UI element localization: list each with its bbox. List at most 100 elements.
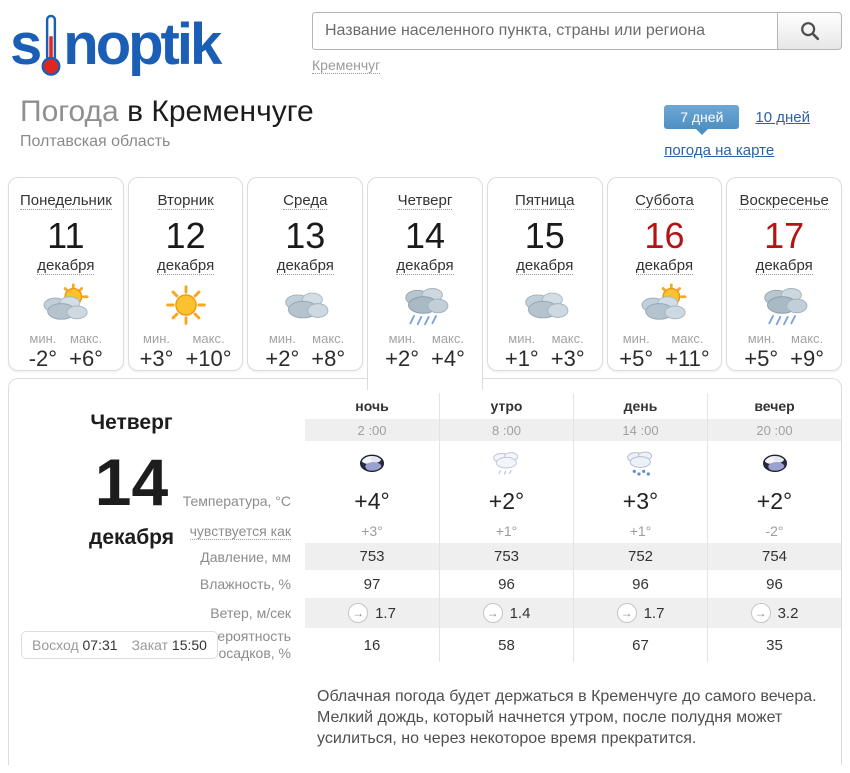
- min-label: мин.: [508, 330, 536, 346]
- table-row-temperature: Температура, °C +4° +2° +3° +2°: [9, 483, 841, 519]
- weather-map-link[interactable]: погода на карте: [664, 142, 775, 159]
- search-button[interactable]: [778, 12, 842, 50]
- pressure-value: 753: [305, 543, 439, 570]
- table-row-humidity: Влажность, % 97 96 96 96: [9, 570, 841, 598]
- day-month-link[interactable]: декабря: [156, 256, 215, 275]
- weather-icon-sun-cloud: [35, 283, 97, 327]
- day-name-link[interactable]: Среда: [283, 192, 328, 210]
- day-month-link[interactable]: декабря: [516, 256, 574, 275]
- min-temp: +5°: [744, 345, 779, 371]
- day-date: 12: [165, 215, 206, 256]
- day-name-link[interactable]: Четверг: [397, 192, 453, 210]
- day-name-link[interactable]: Воскресенье: [739, 192, 829, 210]
- day-month-link[interactable]: декабря: [37, 256, 95, 275]
- day-card-monday[interactable]: Понедельник 11 декабря мин. -2° макс. +6°: [8, 177, 124, 371]
- sinoptik-logo[interactable]: s noptik: [10, 8, 312, 77]
- max-temp: +4°: [431, 345, 465, 371]
- max-temp: +6°: [69, 345, 103, 371]
- sunrise-label: Восход: [32, 637, 79, 653]
- min-label: мин.: [29, 330, 57, 346]
- max-label: макс.: [671, 330, 704, 346]
- weather-icon-cloud: [514, 283, 576, 327]
- max-temp: +3°: [550, 345, 585, 371]
- search-area: Кременчуг: [312, 8, 842, 75]
- forecast-range-links: 7 дней 10 дней погода на карте: [664, 95, 810, 159]
- day-date: 14: [404, 215, 446, 256]
- sunset-label: Закат: [131, 637, 169, 653]
- title-word-weather: Погода: [20, 95, 119, 128]
- selected-day-month: декабря: [89, 526, 174, 550]
- temp-value: +3°: [573, 483, 707, 519]
- recent-city-link[interactable]: Кременчуг: [312, 57, 381, 74]
- pressure-value: 753: [439, 543, 573, 570]
- feels-value: +3°: [361, 523, 383, 539]
- hourly-table: ночь утро день вечер 2 :00 8 :00 14 :00 …: [9, 393, 841, 662]
- day-card-wednesday[interactable]: Среда 13 декабря мин. +2° макс. +8°: [247, 177, 364, 371]
- weather-icon-rain-cloud: [394, 283, 456, 327]
- col-header-day: день: [573, 393, 707, 419]
- forecast-description: Облачная погода будет держаться в Кремен…: [317, 688, 817, 748]
- col-header-night: ночь: [355, 398, 389, 414]
- logo-text-left: s: [10, 11, 42, 77]
- day-date-weekend: 16: [644, 215, 685, 256]
- day-date: 13: [285, 215, 326, 256]
- row-label-precipitation: Вероятность осадков, %: [208, 628, 291, 661]
- min-label: мин.: [622, 330, 650, 346]
- day-date: 11: [47, 215, 85, 256]
- min-temp: +1°: [504, 345, 539, 371]
- night-cloud-icon: [348, 446, 396, 478]
- table-row-feels-like: чувствуется как +3° +1° +1° -2°: [9, 519, 841, 543]
- selected-day-name: Четверг: [90, 411, 173, 434]
- table-row-time: 2 :00 8 :00 14 :00 20 :00: [9, 419, 841, 441]
- day-date-weekend: 17: [764, 215, 805, 256]
- col-header-morning: утро: [439, 393, 573, 419]
- day-name-link[interactable]: Понедельник: [19, 192, 112, 210]
- night-cloud-icon: [751, 446, 799, 478]
- day-card-tuesday[interactable]: Вторник 12 декабря мин. +3° макс. +10°: [127, 177, 244, 371]
- search-input[interactable]: [312, 12, 778, 50]
- day-card-sunday[interactable]: Воскресенье 17 декабря мин. +5° макс. +9°: [726, 177, 843, 371]
- day-month-link[interactable]: декабря: [755, 256, 813, 275]
- title-word-city: в Кременчуге: [127, 95, 314, 128]
- weather-icon-rain-cloud: [753, 283, 815, 327]
- page-title: Погода в Кременчуге: [20, 95, 314, 128]
- humidity-value: 96: [439, 570, 573, 598]
- day-card-friday[interactable]: Пятница 15 декабря мин. +1° макс. +3°: [486, 177, 603, 371]
- day-month-link[interactable]: декабря: [396, 256, 454, 275]
- region-subtitle: Полтавская область: [20, 133, 171, 150]
- title-section: Погода в Кременчуге Полтавская область 7…: [0, 75, 850, 167]
- min-label: мин.: [747, 330, 775, 346]
- row-label-feels-like[interactable]: чувствуется как: [189, 523, 291, 540]
- pressure-value: 754: [707, 543, 841, 570]
- pressure-value: 752: [573, 543, 707, 570]
- tab-7-days[interactable]: 7 дней: [664, 105, 740, 129]
- tab-10-days[interactable]: 10 дней: [755, 108, 810, 126]
- min-label: мин.: [388, 330, 416, 346]
- min-temp: +5°: [619, 345, 654, 371]
- temp-value: +4°: [354, 487, 390, 514]
- day-name-link[interactable]: Суббота: [635, 192, 694, 210]
- max-label: макс.: [192, 330, 225, 346]
- max-label: макс.: [312, 330, 345, 346]
- day-month-link[interactable]: декабря: [276, 256, 334, 275]
- day-name-link[interactable]: Пятница: [515, 192, 575, 210]
- max-temp: +9°: [790, 345, 825, 371]
- sunrise-sunset-box: Восход 07:31 Закат 15:50: [21, 631, 218, 659]
- thermometer-icon: [41, 14, 61, 76]
- day-card-thursday-selected[interactable]: Четверг 14 декабря мин. +2° макс. +4°: [367, 177, 483, 390]
- time-value: 2 :00: [305, 419, 439, 441]
- precip-value: 67: [573, 628, 707, 662]
- table-row-icons: [9, 441, 841, 483]
- feels-value: +1°: [439, 519, 573, 543]
- wind-value: 3.2: [777, 604, 799, 622]
- max-temp: +11°: [665, 345, 710, 371]
- day-month-link[interactable]: декабря: [635, 256, 694, 275]
- min-temp: +3°: [139, 345, 174, 371]
- day-card-saturday[interactable]: Суббота 16 декабря мин. +5° макс. +11°: [606, 177, 723, 371]
- time-value: 8 :00: [439, 419, 573, 441]
- rain-icon: [617, 446, 665, 478]
- week-day-cards: Понедельник 11 декабря мин. -2° макс. +6° …: [0, 167, 850, 390]
- day-name-link[interactable]: Вторник: [157, 192, 214, 210]
- max-temp: +8°: [311, 345, 346, 371]
- time-value: 20 :00: [707, 419, 841, 441]
